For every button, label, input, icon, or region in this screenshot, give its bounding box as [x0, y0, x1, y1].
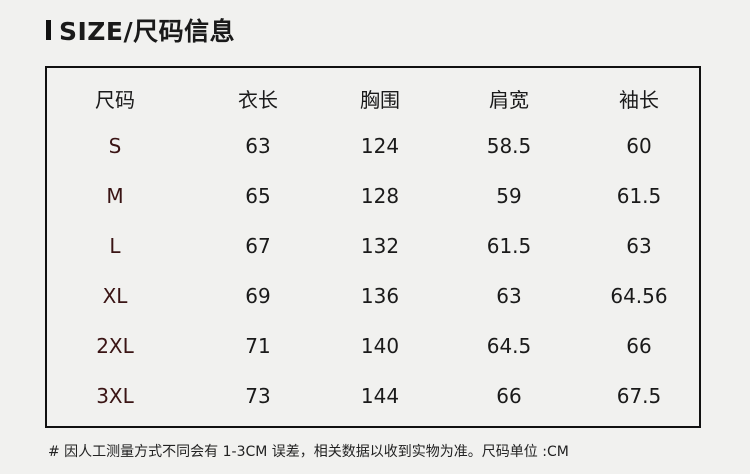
table-cell: 140 [360, 334, 400, 358]
table-cell: 132 [360, 234, 400, 258]
table-cell: 67.5 [616, 384, 662, 408]
table-cell: 61.5 [616, 184, 662, 208]
table-cell: 69 [245, 284, 271, 308]
size-label: M [106, 184, 124, 208]
table-cell: 144 [360, 384, 400, 408]
size-label: 2XL [96, 334, 134, 358]
table-cell: 63 [626, 234, 652, 258]
column-header: 衣长 [238, 88, 278, 112]
table-cell: 67 [245, 234, 271, 258]
table-cell: 61.5 [486, 234, 532, 258]
table-cell: 66 [496, 384, 522, 408]
table-cell: 124 [360, 134, 400, 158]
column-header: 袖长 [619, 88, 659, 112]
table-cell: 59 [496, 184, 522, 208]
size-table: 尺码 衣长 胸围 肩宽 袖长 S 63 124 58.5 60 M 65 128 59 61.5 L 67 132… [45, 66, 701, 428]
column-header: 尺码 [95, 88, 135, 112]
table-cell: 65 [245, 184, 271, 208]
size-label: 3XL [96, 384, 134, 408]
measurement-note: # 因人工测量方式不同会有 1-3CM 误差，相关数据以收到实物为准。尺码单位 … [48, 444, 569, 460]
table-cell: 73 [245, 384, 271, 408]
table-cell: 63 [496, 284, 522, 308]
table-cell: 63 [245, 134, 271, 158]
page-title: SIZE/尺码信息 [46, 12, 235, 48]
column-header: 肩宽 [489, 88, 529, 112]
table-cell: 60 [626, 134, 652, 158]
column-header: 胸围 [360, 88, 400, 112]
table-cell: 64.5 [486, 334, 532, 358]
title-text: SIZE/尺码信息 [59, 17, 236, 46]
table-cell: 58.5 [486, 134, 532, 158]
table-cell: 136 [360, 284, 400, 308]
table-cell: 128 [360, 184, 400, 208]
table-cell: 66 [626, 334, 652, 358]
title-bar-decoration [46, 20, 51, 40]
size-label: S [108, 134, 122, 158]
table-cell: 71 [245, 334, 271, 358]
size-label: L [109, 234, 121, 258]
size-label: XL [102, 284, 128, 308]
table-cell: 64.56 [610, 284, 668, 308]
